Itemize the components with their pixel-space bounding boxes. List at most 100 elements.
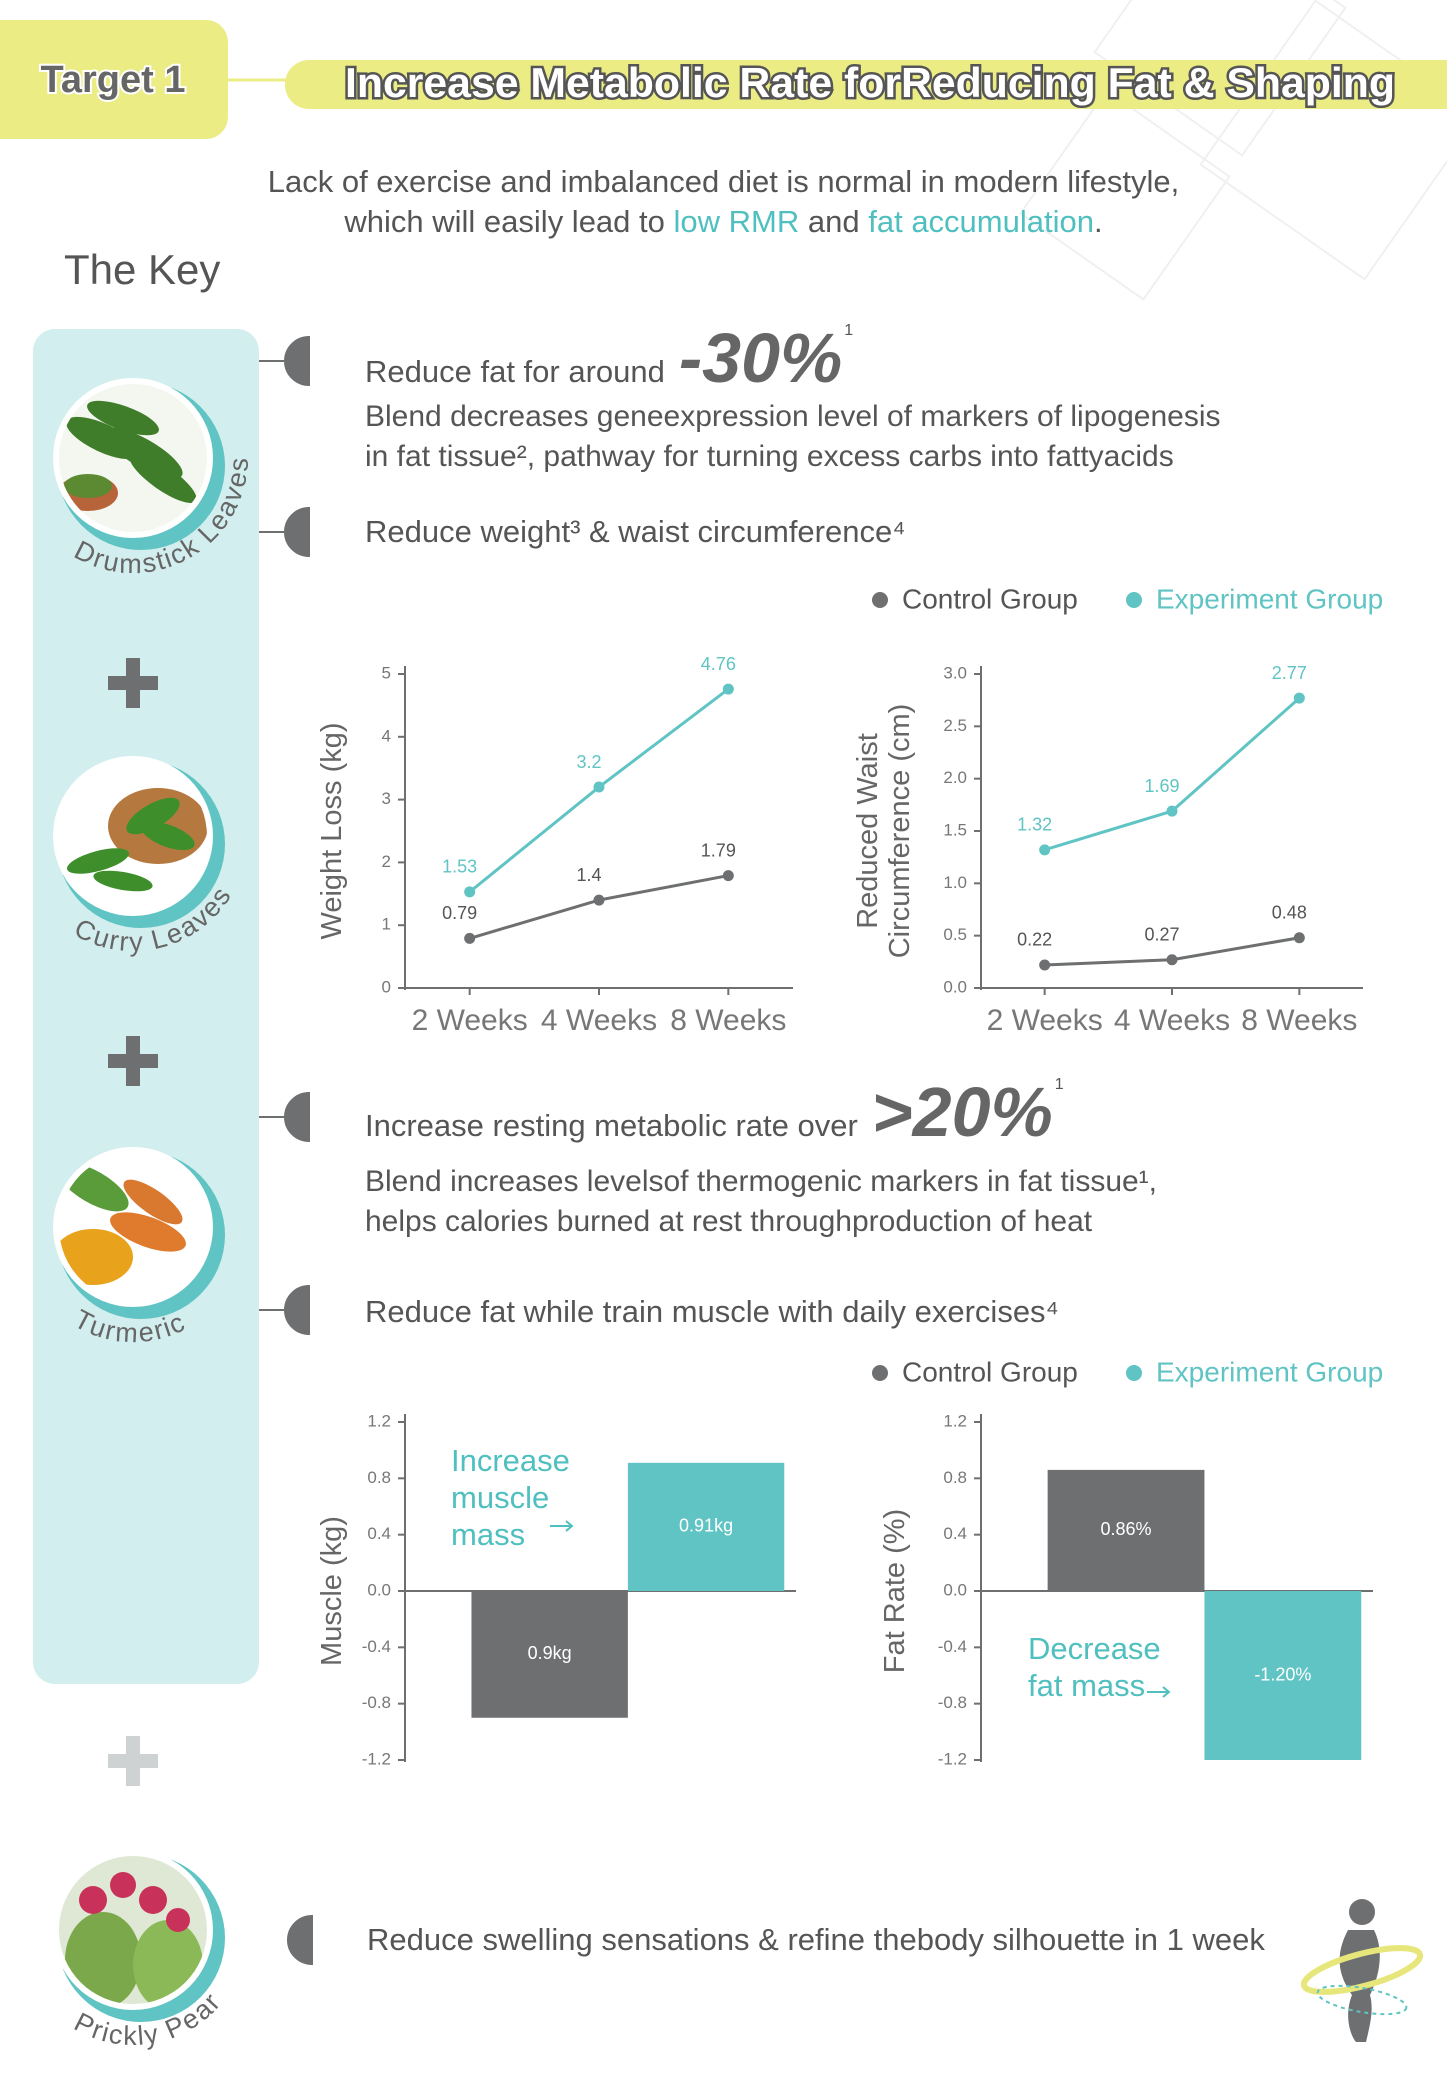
series-line [469, 874, 729, 940]
root [123, 1179, 183, 1225]
y-tick-label: -0.4 [362, 1637, 391, 1656]
y-tick-label: 4 [382, 726, 391, 745]
y-tick-label: -0.8 [362, 1693, 391, 1712]
y-tick-label: 0.4 [943, 1524, 967, 1543]
y-tick-label: 5 [382, 663, 391, 682]
deco [1019, 89, 1231, 301]
point-heading: Reduce fat while train muscle with daily… [365, 1294, 1059, 1329]
point [722, 683, 734, 695]
point-heading-row: Reduce swelling sensations & refine theb… [367, 1922, 1265, 1958]
point-figure: >20% [871, 1073, 1053, 1151]
value-label: 0.91kg [679, 1516, 733, 1536]
value-label: 1.32 [1017, 815, 1052, 835]
intro-text: and [807, 204, 860, 239]
body-line: Blend decreases geneexpression level of … [365, 400, 1221, 433]
bar [1204, 1591, 1362, 1760]
point [722, 870, 734, 882]
x-tick-label: 8 Weeks [1241, 1004, 1357, 1037]
point-figure: -30% [678, 319, 843, 397]
point [1166, 954, 1178, 966]
pad [65, 1912, 141, 2004]
intro-highlight: fat accumulation [868, 204, 1094, 239]
value-label: 0.22 [1017, 930, 1052, 950]
legend-label: Experiment Group [1156, 583, 1383, 614]
value-label: 1.53 [442, 857, 477, 877]
powder [64, 474, 112, 498]
point [464, 886, 476, 898]
key-title: The Key [64, 246, 221, 293]
y-tick-label: 2 [382, 852, 391, 871]
icon-art [59, 384, 207, 532]
icon-prickly-pear [53, 1850, 225, 2022]
point [1166, 805, 1178, 817]
footnote: 1 [1054, 1076, 1064, 1093]
value-label: 2.77 [1272, 663, 1307, 683]
intro-text: . [1093, 204, 1103, 239]
intro-text: Lack of exercise and imbalanced diet is … [267, 164, 1180, 199]
point [1293, 692, 1305, 704]
point-heading: Reduce weight³ & waist circumference⁴ [365, 514, 906, 549]
y-tick-label: -0.8 [938, 1693, 967, 1712]
y-tick-label: 3 [382, 789, 391, 808]
x-tick-label: 8 Weeks [670, 1004, 786, 1037]
value-label: 1.79 [701, 840, 736, 860]
y-tick-label: 1.5 [943, 820, 967, 839]
y-tick-label: 1 [382, 915, 391, 934]
point [1293, 932, 1305, 944]
plus [108, 1736, 158, 1786]
body-line: in fat tissue², pathway for turning exce… [365, 440, 1174, 473]
icon-drumstick [53, 378, 225, 550]
point-body: Blend increases levelsof thermogenic mar… [365, 1162, 1157, 1242]
point-heading-row: Reduce fat while train muscle with daily… [365, 1294, 1059, 1330]
y-tick-label: 0.0 [943, 977, 967, 996]
legend-marker [1126, 1365, 1142, 1381]
intro: Lack of exercise and imbalanced diet is … [0, 162, 1447, 242]
y-tick-label: -1.2 [938, 1749, 967, 1768]
title-bar [285, 60, 1447, 109]
value-label: 3.2 [576, 752, 601, 772]
y-tick-label: 2.0 [943, 768, 967, 787]
legend-label: Control Group [902, 1356, 1078, 1387]
y-tick-label: 1.2 [367, 1411, 391, 1430]
y-tick-label: 0.4 [367, 1524, 391, 1543]
icon-art [59, 1856, 207, 2004]
series-line [1044, 696, 1301, 852]
plus [108, 1036, 158, 1086]
point-heading: Increase resting metabolic rate over [365, 1108, 858, 1143]
annotation: Increase muscle mass [451, 1443, 570, 1552]
y-tick-label: 3.0 [943, 663, 967, 682]
x-tick-label: 4 Weeks [1114, 1004, 1230, 1037]
legend-label: Experiment Group [1156, 1356, 1383, 1387]
value-label: 0.48 [1272, 903, 1307, 923]
title: Increase Metabolic Rate forReducing Fat … [345, 59, 1395, 106]
tag-box [0, 20, 228, 139]
legend-label: Control Group [902, 583, 1078, 614]
icon-turmeric [53, 1147, 225, 1319]
y-tick-label: 0.5 [943, 925, 967, 944]
arrow [550, 1520, 574, 1532]
ingredient-panel [33, 329, 259, 1684]
point [593, 894, 605, 906]
y-tick-label: -1.2 [362, 1749, 391, 1768]
fruits [79, 1872, 190, 1932]
arrow [1147, 1686, 1171, 1698]
bar [471, 1591, 628, 1718]
annotation: Decrease fat mass [1028, 1631, 1161, 1703]
bar [1047, 1469, 1205, 1591]
x-tick-label: 2 Weeks [412, 1004, 528, 1037]
icon-art [66, 788, 207, 892]
point-heading-row: Reduce fat for around -30% 1 [365, 318, 853, 398]
y-tick-label: 1.0 [943, 873, 967, 892]
value-label: 0.27 [1144, 924, 1179, 944]
point [1039, 844, 1051, 856]
bar [627, 1462, 785, 1591]
y-tick-label: 0.8 [367, 1468, 391, 1487]
legend-marker [872, 592, 888, 608]
value-label: 1.4 [576, 865, 601, 885]
x-tick-label: 4 Weeks [541, 1004, 657, 1037]
y-axis-label: Muscle (kg) [316, 1516, 348, 1666]
point [464, 932, 476, 944]
y-tick-label: 0 [382, 977, 391, 996]
